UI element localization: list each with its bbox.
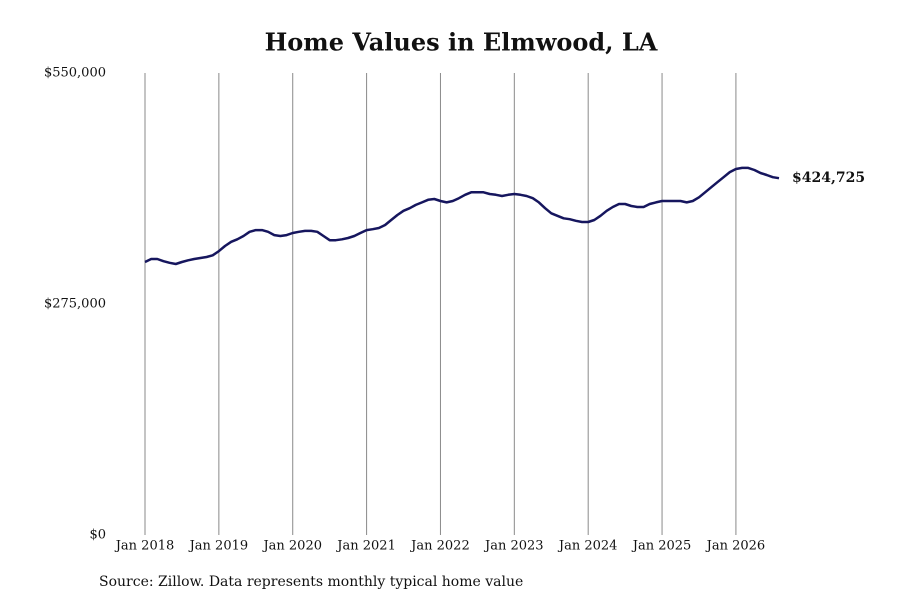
x-tick-label: Jan 2022: [409, 539, 470, 554]
x-tick-label: Jan 2020: [261, 539, 322, 554]
x-tick-label: Jan 2023: [483, 539, 544, 554]
value-label: $424,725: [792, 170, 865, 186]
x-tick-label: Jan 2018: [114, 539, 175, 554]
x-tick-label: Jan 2024: [557, 539, 618, 554]
x-tick-label: Jan 2019: [188, 539, 249, 554]
y-tick-label: $275,000: [44, 297, 106, 312]
x-tick-label: Jan 2025: [631, 539, 692, 554]
source-note: Source: Zillow. Data represents monthly …: [99, 574, 523, 590]
series-line: [144, 166, 780, 266]
chart-title: Home Values in Elmwood, LA: [265, 28, 658, 57]
x-tick-label: Jan 2021: [335, 539, 396, 554]
y-tick-label: $0: [89, 528, 106, 543]
y-tick-label: $550,000: [44, 66, 106, 81]
x-tick-label: Jan 2026: [705, 539, 766, 554]
